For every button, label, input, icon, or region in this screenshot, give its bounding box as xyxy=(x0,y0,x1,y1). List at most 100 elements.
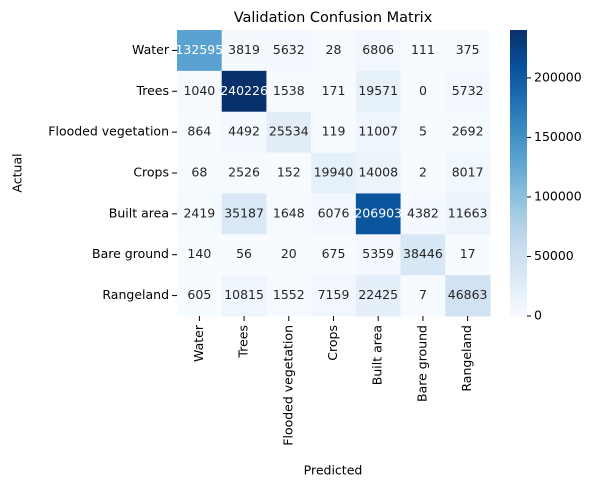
heatmap-cell xyxy=(266,193,312,235)
colorbar-segment xyxy=(510,146,527,150)
heatmap-cell xyxy=(221,152,267,194)
heatmap-cell xyxy=(311,152,357,194)
cell-label: 6076 xyxy=(318,205,350,220)
cell-label: 11663 xyxy=(448,205,488,220)
colorbar-tick-label: 150000 xyxy=(534,129,582,144)
colorbar-segment xyxy=(510,175,527,179)
colorbar-segment xyxy=(510,244,527,248)
colorbar-segment xyxy=(510,265,527,269)
colorbar-segment xyxy=(510,261,527,265)
colorbar-tick-label: 200000 xyxy=(534,69,582,84)
colorbar-segment xyxy=(510,292,527,296)
cell-label: 10815 xyxy=(224,287,264,302)
colorbar-segment xyxy=(510,99,527,103)
colorbar-segment xyxy=(510,227,527,231)
cell-label: 132595 xyxy=(175,42,223,57)
cell-label: 2419 xyxy=(183,205,215,220)
colorbar-segment xyxy=(510,108,527,112)
colorbar-segment xyxy=(510,68,527,72)
colorbar-segment xyxy=(510,296,527,300)
heatmap-cell xyxy=(355,193,402,235)
cell-label: 240226 xyxy=(220,83,268,98)
colorbar-segment xyxy=(510,84,527,88)
colorbar-segment xyxy=(510,287,527,291)
colorbar-segment xyxy=(510,132,527,136)
colorbar-segment xyxy=(510,311,527,315)
cell-label: 4382 xyxy=(407,205,439,220)
y-tick-label: Water xyxy=(132,42,170,57)
colorbar-segment xyxy=(510,220,527,224)
colorbar-segment xyxy=(510,177,527,181)
colorbar-tick-label: 50000 xyxy=(534,248,574,263)
y-tick-label: Crops xyxy=(133,165,169,180)
heatmap-cell xyxy=(177,193,223,235)
heatmap-cell xyxy=(445,152,491,194)
heatmap-cell xyxy=(311,193,357,235)
colorbar-segment xyxy=(510,134,527,138)
colorbar-segment xyxy=(510,280,527,284)
colorbar-segment xyxy=(510,275,527,279)
cell-label: 14008 xyxy=(358,165,398,180)
cell-label: 7159 xyxy=(318,287,350,302)
heatmap-cell xyxy=(355,70,402,113)
colorbar-segment xyxy=(510,63,527,67)
cell-label: 5732 xyxy=(452,83,484,98)
y-tick-label: Bare ground xyxy=(92,246,169,261)
colorbar-segment xyxy=(510,87,527,91)
heatmap-cell xyxy=(221,30,267,72)
colorbar-segment xyxy=(510,187,527,191)
cell-label: 111 xyxy=(411,42,435,57)
heatmap-cell xyxy=(355,275,402,317)
colorbar-segment xyxy=(510,77,527,81)
cell-label: 864 xyxy=(187,124,211,139)
heatmap-cell xyxy=(355,152,402,194)
colorbar-segment xyxy=(510,304,527,308)
colorbar-segment xyxy=(510,165,527,169)
x-tick-label: Trees xyxy=(236,325,251,359)
colorbar-segment xyxy=(510,113,527,117)
x-tick-label: Crops xyxy=(325,325,340,361)
colorbar-segment xyxy=(510,208,527,212)
colorbar-segment xyxy=(510,103,527,107)
colorbar-segment xyxy=(510,125,527,129)
cell-label: 2 xyxy=(419,165,427,180)
colorbar-segment xyxy=(510,196,527,200)
colorbar-segment xyxy=(510,41,527,45)
cell-label: 20 xyxy=(281,246,297,261)
cell-label: 5 xyxy=(419,124,427,139)
colorbar-segment xyxy=(510,234,527,238)
heatmap-cell xyxy=(311,70,357,113)
x-tick-label: Built area xyxy=(370,325,385,385)
cell-label: 46863 xyxy=(448,287,488,302)
cell-label: 5632 xyxy=(273,42,305,57)
colorbar-segment xyxy=(510,65,527,69)
x-tick-label: Bare ground xyxy=(414,325,429,402)
x-tick-label: Rangeland xyxy=(459,325,474,392)
cell-label: 140 xyxy=(187,246,211,261)
colorbar-segment xyxy=(510,101,527,105)
colorbar-segment xyxy=(510,258,527,262)
heatmap-cell xyxy=(445,30,491,72)
colorbar-segment xyxy=(510,151,527,155)
heatmap-cell xyxy=(221,111,267,154)
heatmap-cell xyxy=(221,234,267,276)
cell-label: 206903 xyxy=(354,205,402,220)
cell-label: 152 xyxy=(277,165,301,180)
colorbar-segment xyxy=(510,142,527,145)
colorbar-segment xyxy=(510,270,527,274)
colorbar-segment xyxy=(510,60,527,64)
colorbar-segment xyxy=(510,39,527,43)
cell-label: 6806 xyxy=(362,42,394,57)
colorbar-segment xyxy=(510,170,527,174)
cell-label: 119 xyxy=(322,124,346,139)
colorbar-segment xyxy=(510,75,527,79)
colorbar-segment xyxy=(510,30,527,33)
cell-label: 171 xyxy=(322,83,346,98)
colorbar-segment xyxy=(510,111,527,115)
heatmap-cell xyxy=(266,152,312,194)
colorbar-segment xyxy=(510,158,527,162)
colorbar-segment xyxy=(510,230,527,234)
colorbar-segment xyxy=(510,58,527,62)
colorbar-segment xyxy=(510,277,527,281)
cell-label: 19940 xyxy=(314,165,354,180)
